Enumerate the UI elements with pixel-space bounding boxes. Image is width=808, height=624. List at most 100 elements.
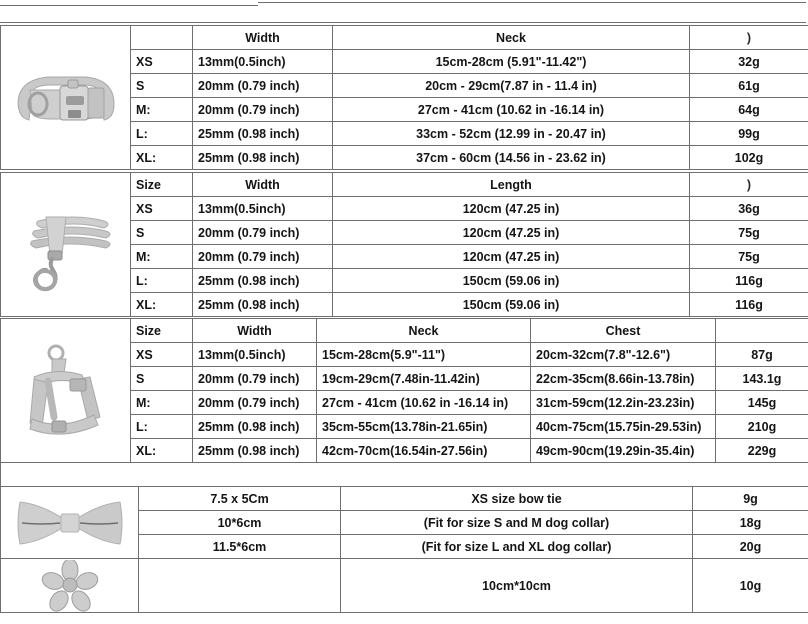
flower-weight-cell: 10g — [692, 558, 808, 613]
bowtie-note-cell: XS size bow tie — [340, 486, 693, 511]
leash-size-cell: XS — [130, 196, 193, 221]
dog-collar-icon — [16, 76, 115, 121]
harness-width-cell: 20mm (0.79 inch) — [192, 390, 317, 415]
leash-table-block: Size Width Length ) XS 13mm(0.5inch) 120… — [0, 172, 808, 317]
bowtie-dimension-cell: 10*6cm — [138, 510, 341, 535]
leash-length-cell: 150cm (59.06 in) — [332, 268, 690, 293]
harness-neck-cell: 35cm-55cm(13.78in-21.65in) — [316, 414, 531, 439]
harness-width-header: Width — [192, 318, 317, 343]
leash-length-cell: 120cm (47.25 in) — [332, 244, 690, 269]
harness-neck-cell: 42cm-70cm(16.54in-27.56in) — [316, 438, 531, 463]
harness-size-cell: L: — [130, 414, 193, 439]
harness-neck-cell: 15cm-28cm(5.9"-11") — [316, 342, 531, 367]
bowtie-dimension-cell: 7.5 x 5Cm — [138, 486, 341, 511]
collar-width-cell: 25mm (0.98 inch) — [192, 145, 333, 170]
table-row: S 20mm (0.79 inch) 120cm (47.25 in) 75g — [1, 220, 808, 245]
collar-weight-header: ) — [689, 25, 808, 50]
leash-weight-cell: 36g — [689, 196, 808, 221]
harness-width-cell: 25mm (0.98 inch) — [192, 438, 317, 463]
bow-tie-icon — [17, 500, 122, 545]
leash-length-cell: 120cm (47.25 in) — [332, 196, 690, 221]
harness-chest-cell: 49cm-90cm(19.29in-35.4in) — [530, 438, 716, 463]
bowtie-dimension-cell: 11.5*6cm — [138, 534, 341, 559]
collar-width-header: Width — [192, 25, 333, 50]
harness-chest-cell: 22cm-35cm(8.66in-13.78in) — [530, 366, 716, 391]
collar-weight-cell: 32g — [689, 49, 808, 74]
bowtie-note-cell: (Fit for size L and XL dog collar) — [340, 534, 693, 559]
leash-size-table: Size Width Length ) XS 13mm(0.5inch) 120… — [0, 172, 808, 317]
collar-width-cell: 25mm (0.98 inch) — [192, 121, 333, 146]
harness-header-row: Size Width Neck Chest — [0, 318, 808, 463]
harness-size-cell: XS — [130, 342, 193, 367]
collar-size-table: Width Neck ) XS 13mm(0.5inch) 15cm-28cm … — [0, 25, 808, 170]
accessories-header-row — [0, 462, 808, 487]
accessories-header-blank — [0, 462, 808, 487]
leash-length-cell: 150cm (59.06 in) — [332, 292, 690, 317]
collar-table-block: Width Neck ) XS 13mm(0.5inch) 15cm-28cm … — [0, 25, 808, 170]
table-row: L: 25mm (0.98 inch) 35cm-55cm(13.78in-21… — [1, 414, 808, 439]
collar-weight-cell: 64g — [689, 97, 808, 122]
table-row: 10*6cm (Fit for size S and M dog collar)… — [1, 510, 808, 535]
collar-size-cell: L: — [130, 121, 193, 146]
harness-size-header: Size — [130, 318, 193, 343]
collar-size-cell: S — [130, 73, 193, 98]
dog-leash-icon — [29, 216, 110, 291]
leash-weight-cell: 116g — [689, 268, 808, 293]
table-row: M: 20mm (0.79 inch) 27cm - 41cm (10.62 i… — [1, 390, 808, 415]
collar-weight-cell: 102g — [689, 145, 808, 170]
bowtie-note-cell: (Fit for size S and M dog collar) — [340, 510, 693, 535]
harness-chest-header: Chest — [530, 318, 716, 343]
top-rule-full — [0, 22, 806, 23]
leash-width-cell: 25mm (0.98 inch) — [192, 268, 333, 293]
leash-size-header: Size — [130, 172, 193, 197]
flower-dimension-cell — [138, 558, 341, 613]
collar-product-image-cell — [0, 25, 131, 170]
harness-table-block: Size Width Neck Chest XS 13mm(0.5inch) 1… — [0, 318, 808, 463]
harness-width-cell: 25mm (0.98 inch) — [192, 414, 317, 439]
accessories-size-table: 7.5 x 5Cm XS size bow tie 9g 10*6cm (Fit… — [0, 462, 808, 613]
harness-width-cell: 13mm(0.5inch) — [192, 342, 317, 367]
collar-size-header — [130, 25, 193, 50]
table-row: 10cm*10cm 10g — [0, 558, 808, 613]
leash-width-cell: 20mm (0.79 inch) — [192, 244, 333, 269]
table-row: L: 25mm (0.98 inch) 150cm (59.06 in) 116… — [1, 268, 808, 293]
harness-size-cell: M: — [130, 390, 193, 415]
leash-header-row: Size Width Length ) — [0, 172, 808, 317]
collar-width-cell: 20mm (0.79 inch) — [192, 73, 333, 98]
table-row: L: 25mm (0.98 inch) 33cm - 52cm (12.99 i… — [1, 121, 808, 146]
leash-size-cell: M: — [130, 244, 193, 269]
collar-neck-cell: 27cm - 41cm (10.62 in -16.14 in) — [332, 97, 690, 122]
collar-neck-header: Neck — [332, 25, 690, 50]
bowtie-product-image-cell — [0, 486, 139, 559]
leash-size-cell: L: — [130, 268, 193, 293]
harness-neck-header: Neck — [316, 318, 531, 343]
table-row: 7.5 x 5Cm XS size bow tie 9g — [0, 486, 808, 559]
table-row: M: 20mm (0.79 inch) 27cm - 41cm (10.62 i… — [1, 97, 808, 122]
leash-width-cell: 13mm(0.5inch) — [192, 196, 333, 221]
harness-weight-header — [715, 318, 808, 343]
dog-harness-icon — [28, 344, 101, 435]
leash-length-header: Length — [332, 172, 690, 197]
table-row: XL: 25mm (0.98 inch) 150cm (59.06 in) 11… — [1, 292, 808, 317]
harness-weight-cell: 210g — [715, 414, 808, 439]
collar-size-cell: XL: — [130, 145, 193, 170]
table-row: 11.5*6cm (Fit for size L and XL dog coll… — [1, 534, 808, 559]
collar-neck-cell: 20cm - 29cm(7.87 in - 11.4 in) — [332, 73, 690, 98]
collar-neck-cell: 33cm - 52cm (12.99 in - 20.47 in) — [332, 121, 690, 146]
harness-width-cell: 20mm (0.79 inch) — [192, 366, 317, 391]
collar-weight-cell: 99g — [689, 121, 808, 146]
harness-neck-cell: 27cm - 41cm (10.62 in -16.14 in) — [316, 390, 531, 415]
collar-neck-cell: 37cm - 60cm (14.56 in - 23.62 in) — [332, 145, 690, 170]
harness-weight-cell: 87g — [715, 342, 808, 367]
bowtie-weight-cell: 9g — [692, 486, 808, 511]
bowtie-weight-cell: 20g — [692, 534, 808, 559]
collar-header-row: Width Neck ) — [0, 25, 808, 170]
bowtie-weight-cell: 18g — [692, 510, 808, 535]
table-row: S 20mm (0.79 inch) 20cm - 29cm(7.87 in -… — [1, 73, 808, 98]
leash-width-cell: 20mm (0.79 inch) — [192, 220, 333, 245]
collar-size-cell: M: — [130, 97, 193, 122]
collar-size-cell: XS — [130, 49, 193, 74]
harness-weight-cell: 145g — [715, 390, 808, 415]
leash-size-cell: XL: — [130, 292, 193, 317]
